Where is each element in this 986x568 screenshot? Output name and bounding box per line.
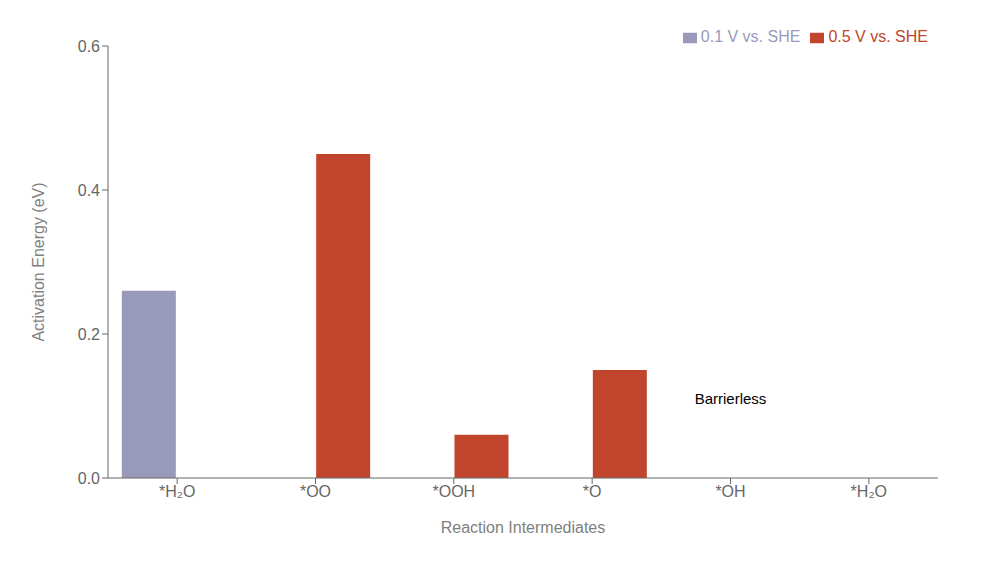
svg-text:*H₂O: *H₂O <box>851 483 887 500</box>
svg-text:Reaction Intermediates: Reaction Intermediates <box>441 519 606 536</box>
svg-text:Barrierless: Barrierless <box>695 390 767 407</box>
svg-text:*OO: *OO <box>300 483 331 500</box>
svg-text:*H₂O: *H₂O <box>159 483 195 500</box>
svg-text:*O: *O <box>583 483 602 500</box>
svg-text:Activation Energy (eV): Activation Energy (eV) <box>30 182 47 341</box>
svg-text:*OOH: *OOH <box>432 483 475 500</box>
svg-text:0.6: 0.6 <box>78 38 100 55</box>
svg-text:0.2: 0.2 <box>78 326 100 343</box>
svg-text:0.4: 0.4 <box>78 182 100 199</box>
svg-text:0.0: 0.0 <box>78 470 100 487</box>
svg-text:*OH: *OH <box>715 483 745 500</box>
html-text:0.5 V vs. SHE: 0.5 V vs. SHE <box>828 28 928 45</box>
html-text:0.1 V vs. SHE: 0.1 V vs. SHE <box>700 28 801 45</box>
